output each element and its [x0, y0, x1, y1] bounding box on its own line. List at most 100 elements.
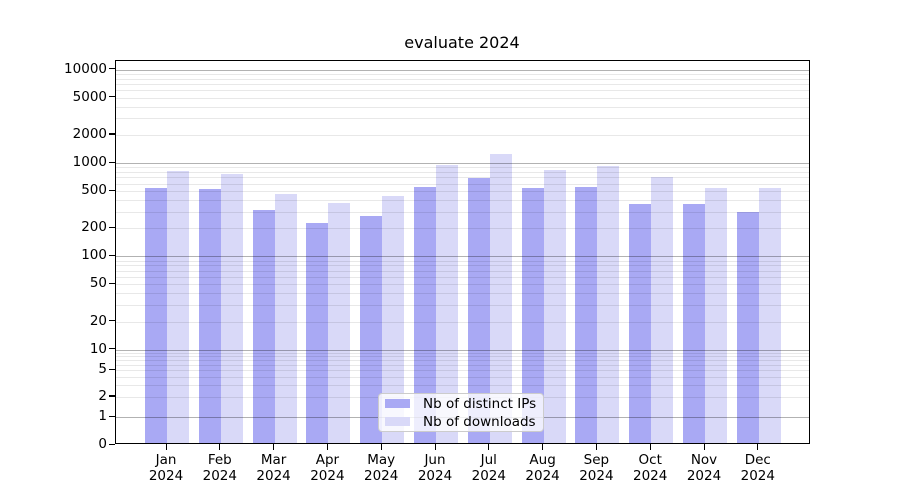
gridline-minor [116, 270, 809, 272]
gridline-minor [116, 376, 809, 378]
gridline-minor [116, 167, 809, 169]
x-tick-mark [326, 444, 329, 450]
gridline-minor [116, 191, 809, 193]
gridline-minor [116, 360, 809, 362]
gridline-minor [116, 172, 809, 174]
bar-downloads-aug [543, 170, 566, 443]
gridline-minor [116, 284, 809, 286]
gridline-minor [116, 200, 809, 202]
gridline-major [116, 163, 809, 164]
x-tick-label: Mar 2024 [256, 452, 291, 484]
y-tick-mark [109, 443, 115, 445]
bar-distinct-ips-sep [575, 187, 598, 443]
x-tick-label: Jul 2024 [471, 452, 506, 484]
y-tick-label: 0 [98, 436, 107, 452]
y-tick-label: 2 [98, 387, 107, 404]
y-tick-mark [109, 133, 115, 135]
x-tick-label: Jan 2024 [148, 452, 184, 484]
x-tick-mark [757, 444, 759, 450]
y-tick-mark [109, 189, 115, 191]
legend-swatch-distinct-ips-icon [385, 399, 410, 408]
gridline-minor [116, 385, 809, 387]
x-tick-mark [434, 444, 436, 450]
y-tick-mark [109, 96, 115, 98]
bar-downloads-jun [436, 165, 458, 443]
y-tick-mark [109, 226, 115, 228]
legend-label-distinct-ips: Nb of distinct IPs [423, 395, 537, 412]
y-tick-mark [109, 415, 115, 417]
y-tick-label: 200 [81, 219, 107, 236]
gridline-major [116, 349, 809, 351]
bar-distinct-ips-jan [145, 188, 167, 443]
bar-distinct-ips-jul [467, 178, 490, 443]
x-tick-label: May 2024 [364, 452, 399, 484]
gridline-minor [116, 97, 809, 99]
y-tick-label: 10 [89, 340, 107, 357]
gridline-minor [116, 228, 809, 230]
y-tick-label: 1 [98, 408, 107, 425]
x-tick-label: Nov 2024 [686, 452, 722, 484]
bar-distinct-ips-mar [252, 209, 275, 443]
y-tick-mark [109, 68, 115, 70]
gridline-minor [116, 211, 809, 213]
legend-item-downloads: Nb of downloads [385, 413, 537, 431]
gridline-minor [116, 183, 809, 185]
y-tick-label: 500 [81, 182, 107, 199]
x-tick-mark [649, 444, 651, 450]
x-tick-mark [219, 444, 221, 450]
y-tick-label: 2000 [72, 125, 107, 142]
gridline-minor [116, 364, 809, 366]
gridline-minor [116, 265, 809, 267]
bar-distinct-ips-apr [306, 223, 329, 443]
gridline-minor [116, 73, 809, 75]
bar-distinct-ips-dec [736, 211, 759, 443]
gridline-minor [116, 356, 809, 358]
bar-downloads-may [382, 195, 405, 443]
gridline-minor [116, 293, 809, 295]
y-tick-label: 10000 [64, 60, 107, 77]
x-tick-mark [380, 444, 382, 450]
gridline-minor [116, 370, 809, 372]
legend-label-downloads: Nb of downloads [423, 413, 536, 430]
bar-downloads-jan [167, 171, 189, 443]
bar-distinct-ips-feb [198, 189, 221, 443]
x-tick-label: Feb 2024 [202, 452, 237, 484]
y-tick-mark [109, 395, 115, 397]
y-tick-label: 1000 [72, 154, 107, 170]
x-tick-label: Jun 2024 [417, 452, 453, 484]
chart-title: evaluate 2024 [404, 33, 520, 52]
gridline-major [116, 256, 809, 258]
x-tick-label: Dec 2024 [740, 452, 775, 484]
x-tick-mark [703, 444, 705, 450]
legend-item-distinct-ips: Nb of distinct IPs [385, 395, 537, 413]
y-tick-mark [109, 254, 115, 257]
legend-swatch-downloads-icon [385, 417, 410, 426]
y-tick-label: 5000 [72, 88, 107, 105]
x-tick-label: Apr 2024 [310, 452, 345, 484]
gridline-minor [116, 260, 809, 262]
x-tick-label: Aug 2024 [525, 452, 560, 484]
x-tick-label: Sep 2024 [579, 452, 614, 484]
x-tick-mark [165, 444, 167, 450]
gridline-minor [116, 90, 809, 92]
bar-downloads-dec [758, 187, 781, 443]
legend: Nb of distinct IPs Nb of downloads [378, 393, 544, 432]
bar-distinct-ips-jun [414, 186, 436, 443]
gridline-major [116, 69, 809, 71]
gridline-minor [116, 78, 809, 80]
y-tick-mark [109, 320, 115, 322]
y-tick-label: 5 [98, 361, 107, 378]
x-tick-mark [273, 444, 275, 450]
plot-area [115, 60, 810, 444]
y-tick-label: 50 [89, 275, 107, 292]
y-tick-label: 20 [89, 312, 107, 329]
gridline-minor [116, 177, 809, 179]
gridline-minor [116, 118, 809, 120]
bar-downloads-jul [489, 153, 512, 443]
x-tick-label: Oct 2024 [633, 452, 668, 484]
bar-downloads-feb [220, 174, 243, 443]
x-tick-mark [595, 444, 598, 450]
y-tick-mark [109, 282, 115, 285]
gridline-minor [116, 106, 809, 108]
